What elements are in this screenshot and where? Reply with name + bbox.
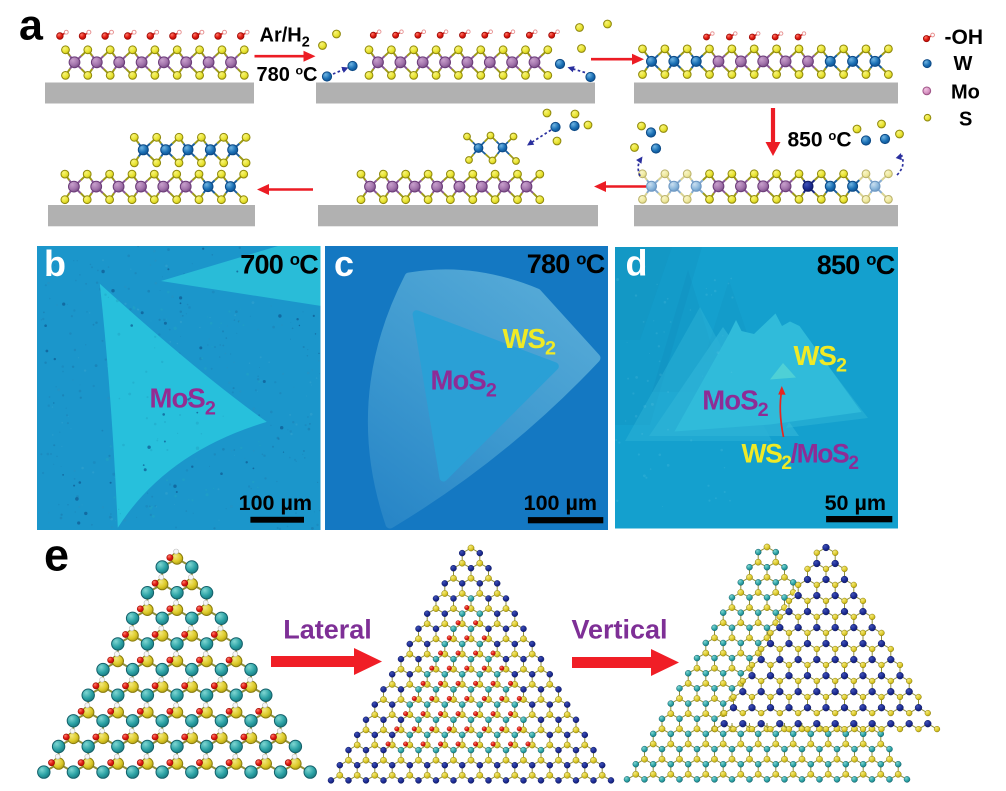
svg-text:d: d [626, 243, 648, 284]
svg-text:c: c [334, 243, 354, 284]
svg-text:780 oC: 780 oC [257, 63, 318, 85]
svg-text:a: a [19, 2, 44, 50]
svg-text:100 µm: 100 µm [239, 491, 312, 515]
svg-text:700 oC: 700 oC [240, 250, 318, 280]
svg-text:W: W [954, 53, 973, 75]
svg-text:-OH: -OH [945, 26, 984, 49]
svg-text:WS2: WS2 [503, 323, 557, 360]
svg-text:Mo: Mo [951, 82, 980, 104]
svg-text:MoS2: MoS2 [702, 384, 768, 421]
svg-text:S: S [959, 108, 972, 130]
svg-text:50 µm: 50 µm [825, 491, 886, 515]
svg-text:Ar/H2: Ar/H2 [260, 24, 310, 50]
svg-text:Lateral: Lateral [283, 615, 372, 645]
svg-text:850 oC: 850 oC [817, 250, 895, 280]
svg-text:780 oC: 780 oC [527, 249, 605, 279]
svg-text:e: e [44, 530, 69, 581]
svg-text:850 oC: 850 oC [788, 128, 852, 152]
svg-text:b: b [44, 243, 66, 284]
svg-text:Vertical: Vertical [571, 615, 667, 645]
svg-text:WS2/MoS2: WS2/MoS2 [742, 439, 859, 475]
svg-text:100 µm: 100 µm [524, 491, 597, 515]
